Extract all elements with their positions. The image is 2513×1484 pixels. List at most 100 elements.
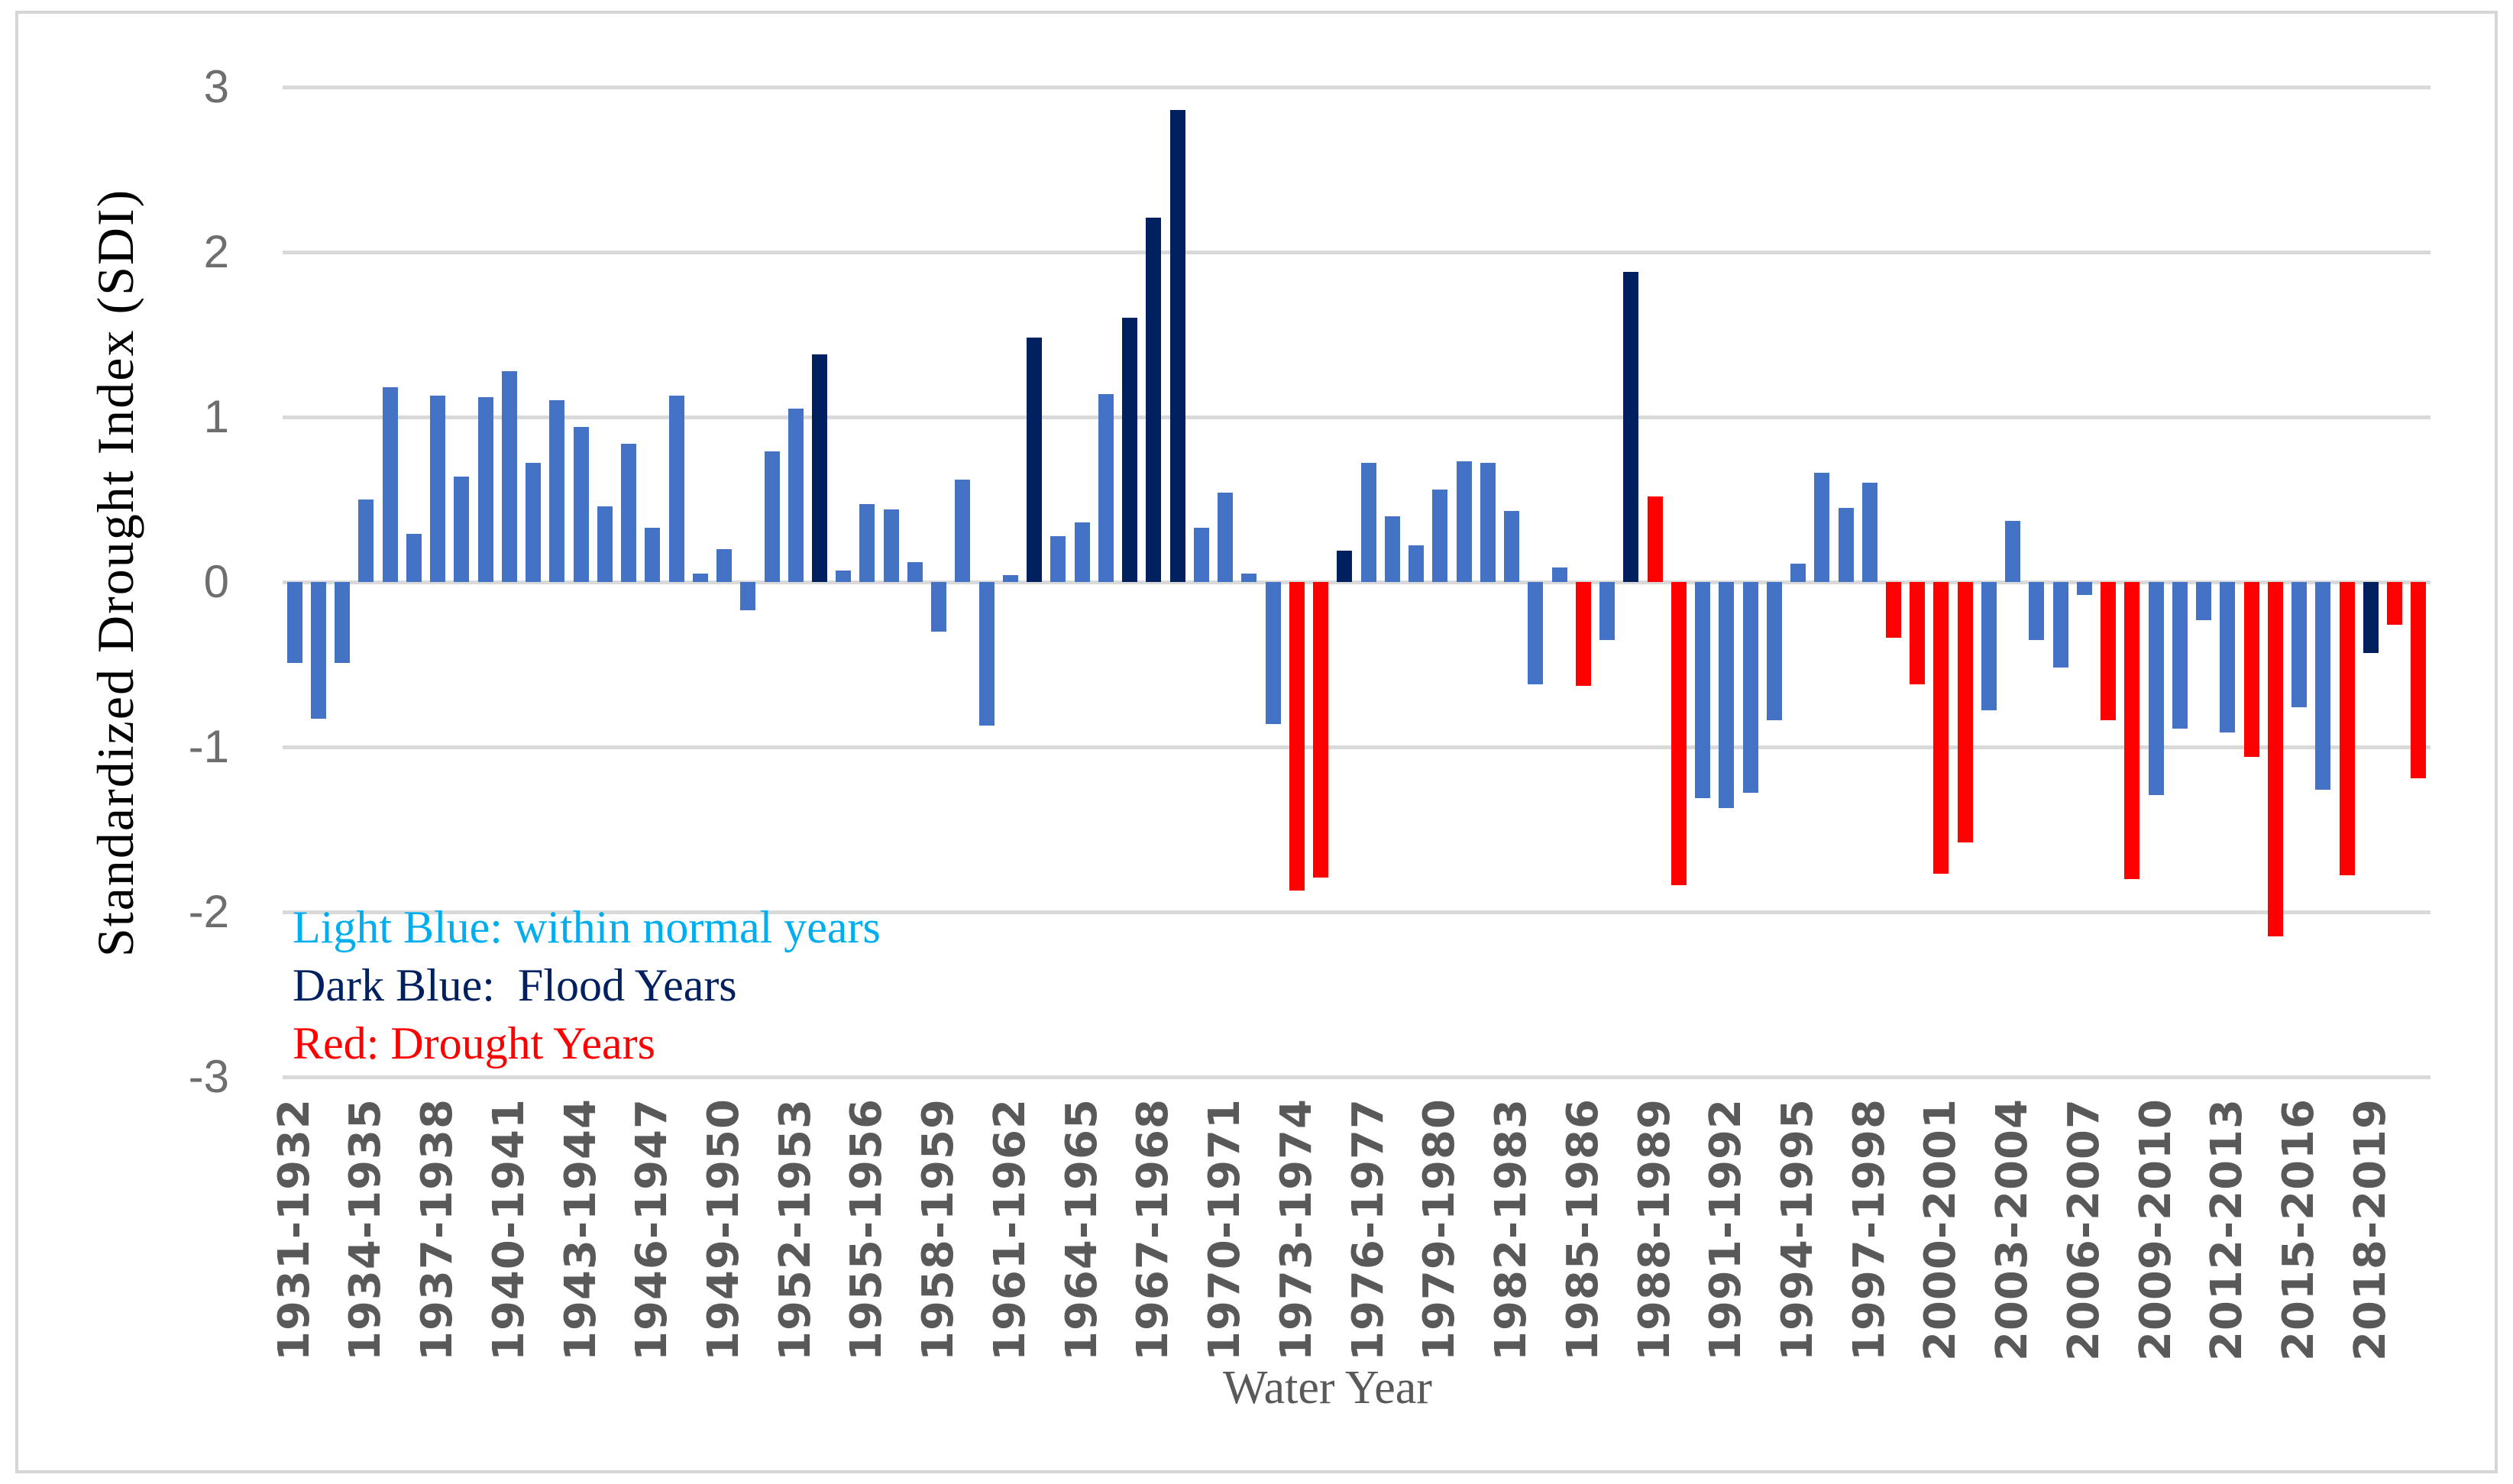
x-tick-label: 1967-1968: [1128, 1098, 1179, 1361]
bar-1945-1946: [621, 443, 637, 582]
bar-1939-1940: [477, 397, 493, 582]
bar-1987-1988: [1623, 271, 1639, 582]
bar-1931-1932: [286, 582, 302, 663]
bar-1950-1951: [740, 582, 756, 610]
x-tick-label: 1931-1932: [269, 1098, 319, 1361]
x-tick-label: 1946-1947: [627, 1098, 678, 1361]
x-tick-label: 1979-1980: [1415, 1098, 1465, 1361]
x-tick-label: 1991-1992: [1701, 1098, 1751, 1361]
bar-2020-2021: [2411, 582, 2427, 779]
bar-1968-1969: [1169, 110, 1185, 582]
bar-1998-1999: [1886, 582, 1901, 639]
bar-1937-1938: [430, 395, 446, 582]
bar-2003-2004: [2005, 521, 2021, 582]
bar-1972-1973: [1265, 582, 1281, 724]
x-tick-label: 1997-1998: [1844, 1098, 1894, 1361]
gridline-y-1: [283, 415, 2431, 419]
bar-1974-1975: [1313, 582, 1329, 878]
y-tick-label: 0: [203, 556, 229, 607]
x-tick-label: 1958-1959: [914, 1098, 964, 1361]
bar-2006-2007: [2076, 582, 2092, 596]
bar-1995-1996: [1814, 473, 1830, 582]
bar-1953-1954: [812, 354, 827, 582]
bar-2007-2008: [2101, 582, 2117, 721]
x-tick-label: 2012-2013: [2202, 1098, 2253, 1361]
x-tick-label: 2006-2007: [2059, 1098, 2109, 1361]
bar-1940-1941: [501, 370, 517, 582]
bar-1973-1974: [1289, 582, 1305, 891]
bar-1934-1935: [358, 500, 374, 582]
legend-item-flood-years: Dark Blue: Flood Years: [293, 960, 737, 1010]
bar-1958-1959: [931, 582, 947, 632]
bar-1954-1955: [836, 570, 852, 582]
x-tick-label: 2015-2016: [2274, 1098, 2324, 1361]
bar-1977-1978: [1384, 516, 1400, 582]
bar-2018-2019: [2363, 582, 2379, 653]
bar-1955-1956: [859, 504, 875, 582]
x-tick-label: 1943-1944: [555, 1098, 606, 1361]
bar-1993-1994: [1766, 582, 1782, 721]
bar-1990-1991: [1695, 582, 1711, 798]
bar-1951-1952: [764, 451, 780, 582]
gridline-y--1: [283, 745, 2431, 749]
bar-1933-1934: [335, 582, 351, 663]
x-tick-label: 1949-1950: [699, 1098, 749, 1361]
bar-1980-1981: [1456, 461, 1472, 582]
x-tick-label: 1988-1989: [1629, 1098, 1680, 1361]
legend-item-drought-years: Red: Drought Years: [293, 1018, 655, 1069]
bar-1964-1965: [1074, 522, 1090, 582]
bar-1984-1985: [1551, 567, 1567, 582]
x-tick-label: 2009-2010: [2130, 1098, 2181, 1361]
y-tick-label: -1: [188, 721, 229, 772]
legend: Light Blue: within normal years Dark Blu…: [293, 898, 881, 1072]
bar-1962-1963: [1027, 338, 1043, 582]
gridline-y-3: [283, 86, 2431, 89]
bar-1935-1936: [382, 387, 398, 582]
bar-1961-1962: [1002, 575, 1018, 582]
bar-1981-1982: [1480, 463, 1496, 582]
chart-outer-border: [15, 11, 2498, 1473]
bar-1979-1980: [1432, 490, 1448, 582]
x-tick-label: 1970-1971: [1200, 1098, 1250, 1361]
bar-1963-1964: [1050, 535, 1066, 582]
bar-2005-2006: [2052, 582, 2068, 668]
bar-2001-2002: [1957, 582, 1973, 843]
bar-1943-1944: [573, 426, 589, 582]
bar-1985-1986: [1575, 582, 1591, 687]
x-tick-label: 1961-1962: [985, 1098, 1035, 1361]
bar-1949-1950: [716, 548, 733, 582]
bar-2012-2013: [2220, 582, 2236, 732]
bar-1982-1983: [1504, 511, 1520, 582]
bar-2002-2003: [1981, 582, 1997, 711]
bar-1966-1967: [1122, 318, 1138, 582]
bar-2014-2015: [2267, 582, 2283, 937]
bar-1941-1942: [526, 463, 542, 582]
x-tick-label: 2018-2019: [2345, 1098, 2395, 1361]
x-tick-label: 1937-1938: [412, 1098, 463, 1361]
bar-1970-1971: [1218, 493, 1234, 582]
x-tick-label: 1973-1974: [1271, 1098, 1321, 1361]
y-tick-label: 2: [203, 226, 229, 277]
bar-1999-2000: [1910, 582, 1926, 684]
bar-1976-1977: [1360, 463, 1376, 582]
x-tick-label: 1985-1986: [1557, 1098, 1608, 1361]
bar-1965-1966: [1098, 393, 1114, 582]
y-tick-label: -2: [188, 886, 229, 937]
bar-1942-1943: [549, 400, 565, 582]
bar-1971-1972: [1241, 574, 1257, 582]
bar-2017-2018: [2339, 582, 2355, 876]
bar-1969-1970: [1193, 527, 1209, 582]
bar-1983-1984: [1528, 582, 1544, 684]
bar-1986-1987: [1599, 582, 1616, 640]
x-axis-title: Water Year: [1223, 1362, 1432, 1414]
bar-1975-1976: [1337, 550, 1353, 582]
bar-2008-2009: [2124, 582, 2140, 879]
bar-2004-2005: [2029, 582, 2045, 640]
bar-2019-2020: [2387, 582, 2403, 626]
y-tick-label: 1: [203, 391, 229, 442]
legend-item-normal-years: Light Blue: within normal years: [293, 902, 881, 952]
bar-1948-1949: [692, 574, 708, 582]
bar-2009-2010: [2148, 582, 2164, 795]
